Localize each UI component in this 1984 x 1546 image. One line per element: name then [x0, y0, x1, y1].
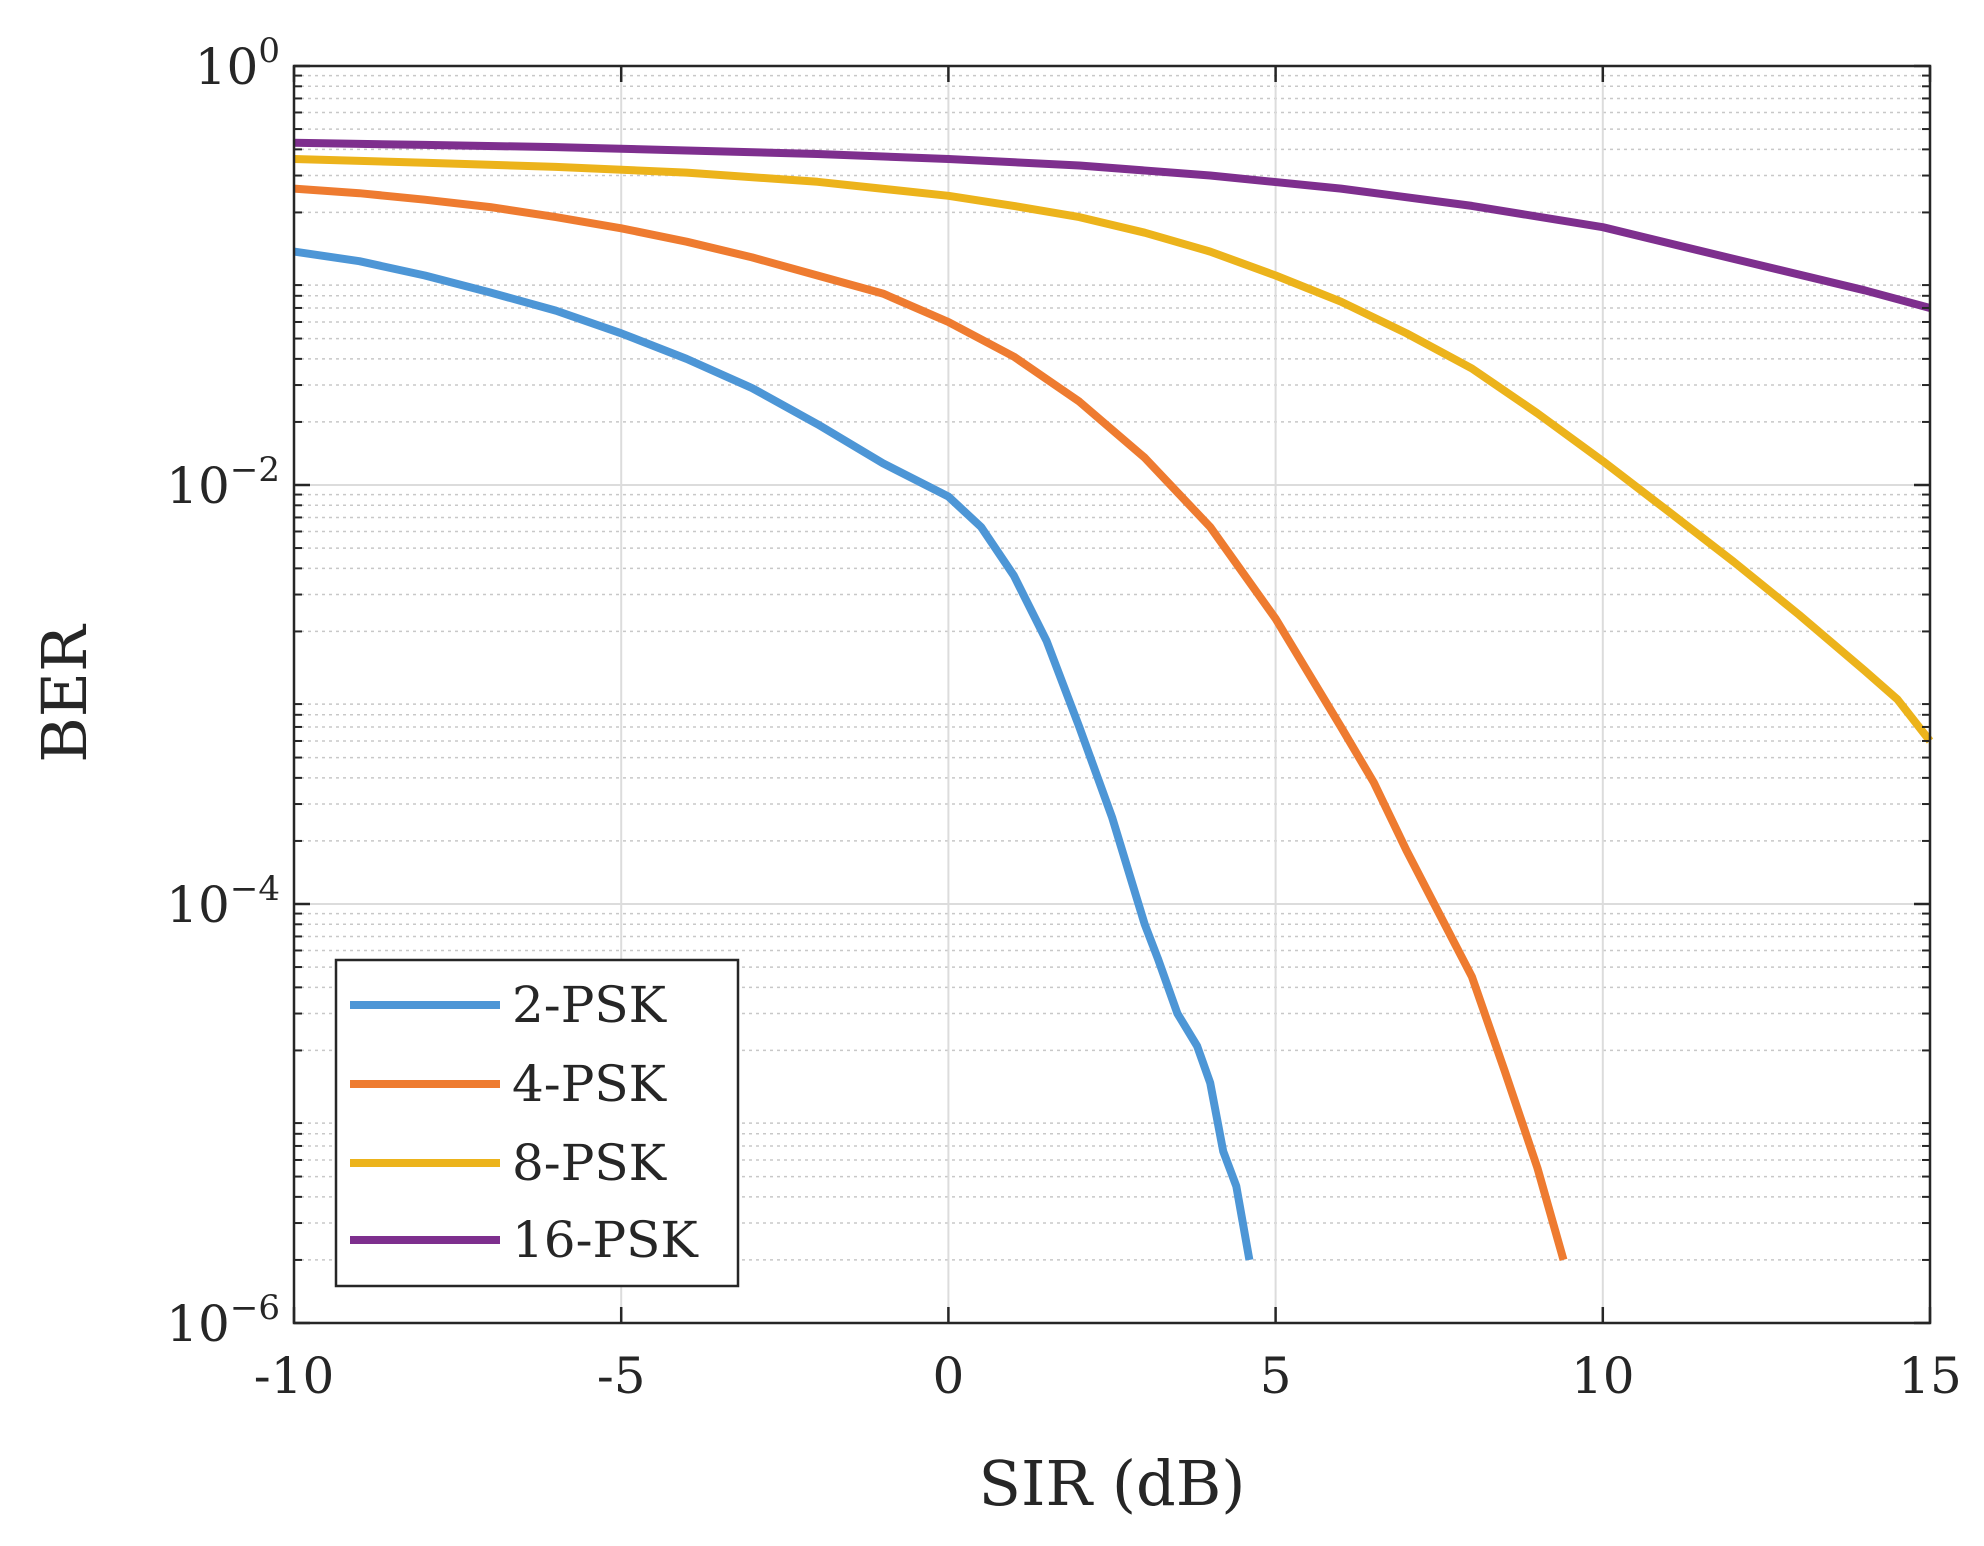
series-line-8-psk — [293, 155, 1934, 744]
legend-label-16-psk: 16-PSK — [512, 1211, 699, 1269]
series-line-16-psk — [293, 138, 1932, 312]
x-tick-label: 15 — [1898, 1347, 1962, 1405]
x-tick-labels: -10 -5 0 5 10 15 — [254, 1347, 1962, 1405]
axes-box — [292, 64, 1932, 1325]
y-tick-label: 10−6 — [166, 1288, 280, 1353]
ticks — [292, 64, 1932, 1325]
x-tick-label: -5 — [597, 1347, 646, 1405]
series-line-4-psk — [293, 184, 1568, 1261]
y-tick-label: 10−4 — [166, 869, 280, 934]
legend-box — [334, 958, 740, 1288]
series-lines — [293, 138, 1934, 1261]
series-line-2-psk — [293, 247, 1254, 1261]
x-axis-title: SIR (dB) — [979, 1447, 1246, 1520]
x-tick-label: -10 — [254, 1347, 335, 1405]
legend-label-2-psk: 2-PSK — [512, 976, 668, 1034]
y-tick-labels: 10−6 10−4 10−2 100 — [166, 31, 280, 1353]
legend-label-8-psk: 8-PSK — [512, 1134, 668, 1192]
legend: 2-PSK 4-PSK 8-PSK 16-PSK — [334, 958, 740, 1288]
x-tick-label: 0 — [932, 1347, 964, 1405]
y-tick-label: 100 — [195, 31, 280, 96]
y-axis-title: BER — [28, 623, 101, 763]
x-tick-label: 5 — [1260, 1347, 1292, 1405]
legend-label-4-psk: 4-PSK — [512, 1055, 668, 1113]
y-tick-label: 10−2 — [166, 450, 280, 515]
x-tick-label: 10 — [1571, 1347, 1635, 1405]
